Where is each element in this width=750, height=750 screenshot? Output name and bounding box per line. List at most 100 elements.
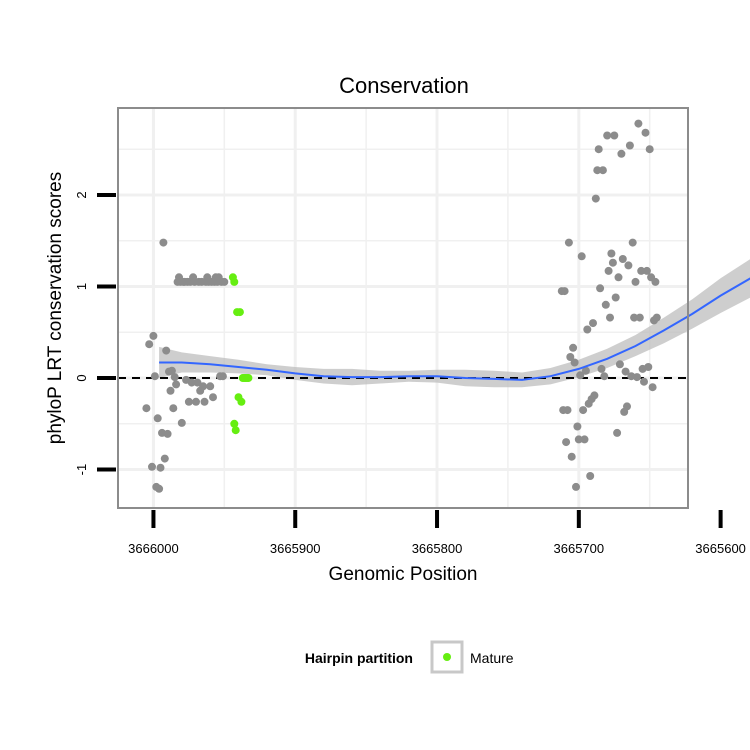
data-point	[589, 319, 597, 328]
data-point	[607, 249, 616, 258]
data-point	[163, 429, 172, 438]
panel-background	[118, 108, 688, 508]
data-point	[644, 363, 653, 371]
data-point	[651, 277, 660, 286]
data-point	[567, 452, 576, 461]
data-point	[596, 284, 605, 293]
data-point-mature	[230, 419, 239, 428]
data-point	[614, 273, 623, 282]
data-point	[613, 428, 622, 437]
y-axis-tick-label: 1	[74, 283, 89, 290]
data-point	[187, 378, 196, 387]
data-point	[577, 252, 586, 261]
data-point	[576, 371, 585, 380]
confidence-ribbon	[159, 259, 750, 388]
smooth-trend-line	[159, 277, 750, 381]
x-axis-tick-label: 3666000	[128, 541, 179, 556]
data-point	[177, 418, 186, 427]
data-point	[621, 367, 630, 376]
data-point	[162, 346, 171, 355]
panel-border	[117, 107, 689, 509]
data-point	[611, 293, 620, 302]
y-axis-tick-label: -1	[74, 464, 89, 476]
data-point	[153, 414, 162, 423]
data-point	[166, 386, 175, 395]
data-point	[570, 358, 579, 367]
data-point	[598, 166, 607, 175]
data-point	[610, 131, 619, 140]
data-point	[617, 149, 626, 158]
data-point	[630, 313, 639, 322]
x-axis-tick-label: 3665700	[554, 541, 605, 556]
data-point	[590, 391, 599, 400]
legend-key-mature-marker	[443, 653, 451, 661]
data-point	[603, 131, 612, 140]
data-point	[145, 340, 154, 349]
data-point	[564, 238, 573, 247]
legend: Hairpin partition Mature	[305, 640, 514, 674]
data-point	[604, 266, 613, 275]
y-axis-tick-label: 2	[74, 191, 89, 198]
data-point	[608, 258, 617, 267]
data-point	[150, 372, 159, 381]
data-point	[583, 325, 592, 334]
data-point	[652, 313, 661, 322]
data-point-mature	[231, 426, 240, 435]
data-point	[573, 422, 582, 431]
data-point	[184, 397, 193, 406]
data-point	[148, 462, 156, 471]
data-point	[631, 277, 640, 286]
data-point	[218, 372, 227, 381]
data-point	[200, 397, 209, 406]
legend-title: Hairpin partition	[305, 650, 413, 666]
data-point	[601, 300, 610, 309]
data-point	[580, 435, 589, 444]
data-point	[579, 406, 588, 415]
x-axis-tick-label: 3665900	[270, 541, 321, 556]
data-point	[624, 261, 633, 270]
data-point	[160, 454, 169, 463]
data-point	[169, 404, 178, 413]
y-axis-tick-label: 0	[74, 374, 89, 381]
data-point	[581, 366, 590, 375]
data-point	[566, 353, 575, 361]
data-point	[593, 166, 602, 175]
data-point	[625, 141, 634, 150]
x-axis-tick-label: 3665600	[695, 541, 746, 556]
data-point	[594, 145, 603, 154]
data-point	[209, 393, 217, 402]
data-point	[623, 402, 631, 411]
data-point	[569, 343, 578, 352]
data-point	[600, 372, 609, 381]
data-point-mature	[237, 397, 246, 406]
data-point	[172, 380, 181, 389]
x-axis: 3666000 3665900 3665800 3665700 3665600	[128, 510, 746, 556]
data-point	[572, 482, 580, 491]
data-point	[574, 435, 583, 444]
data-point	[641, 128, 650, 137]
data-point	[149, 331, 158, 340]
data-point	[586, 472, 595, 480]
plot-panel	[117, 107, 750, 509]
y-axis-title: phyloP LRT conservation scores	[45, 172, 66, 445]
data-points	[142, 119, 661, 493]
data-point	[142, 404, 151, 413]
data-point	[597, 364, 606, 373]
data-point-mature	[235, 308, 244, 317]
data-point	[155, 484, 164, 493]
data-point	[192, 397, 200, 406]
x-axis-title: Genomic Position	[329, 564, 478, 585]
data-point	[640, 377, 648, 386]
data-point	[560, 287, 569, 296]
data-point	[642, 266, 651, 275]
data-point	[159, 238, 168, 247]
data-point	[591, 194, 600, 203]
data-point-mature	[230, 277, 239, 286]
legend-label-mature: Mature	[470, 650, 514, 666]
y-axis: -1 0 1 2	[74, 191, 116, 475]
x-axis-tick-label: 3665800	[412, 541, 463, 556]
data-point	[170, 373, 179, 382]
data-point	[563, 406, 572, 415]
data-point	[167, 366, 176, 375]
